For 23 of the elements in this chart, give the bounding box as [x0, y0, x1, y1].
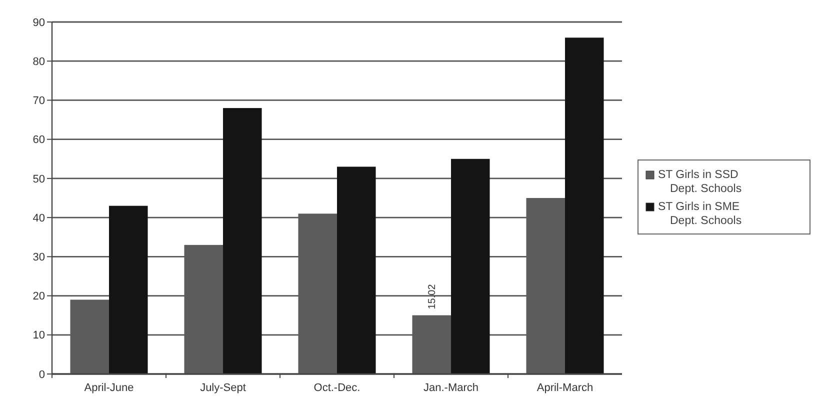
y-tick-label: 70	[32, 95, 45, 108]
x-tick-label: Oct.-Dec.	[314, 382, 360, 394]
data-label: 15.02	[427, 284, 438, 310]
y-tick-label: 90	[32, 16, 45, 29]
y-tick-label: 0	[38, 368, 45, 381]
bar	[451, 158, 490, 374]
y-tick-label: 10	[32, 330, 45, 342]
bar	[337, 166, 376, 374]
legend-label: ST Girls in SSD Dept. Schools	[658, 168, 742, 195]
y-tick-label: 20	[32, 290, 45, 303]
bar	[109, 206, 148, 374]
legend-label: ST Girls in SME Dept. Schools	[658, 200, 742, 227]
bar	[223, 108, 262, 374]
x-tick-label: July-Sept	[200, 382, 246, 394]
y-tick-label: 80	[32, 56, 45, 68]
bar	[565, 38, 604, 374]
x-tick-label: April-June	[84, 382, 134, 394]
y-tick-label: 30	[32, 252, 45, 264]
y-tick-label: 40	[32, 212, 45, 224]
y-tick-label: 50	[32, 173, 45, 186]
y-tick-label: 60	[32, 134, 45, 146]
x-tick-label: Jan.-March	[423, 382, 479, 394]
x-tick-label: April-March	[536, 382, 594, 394]
